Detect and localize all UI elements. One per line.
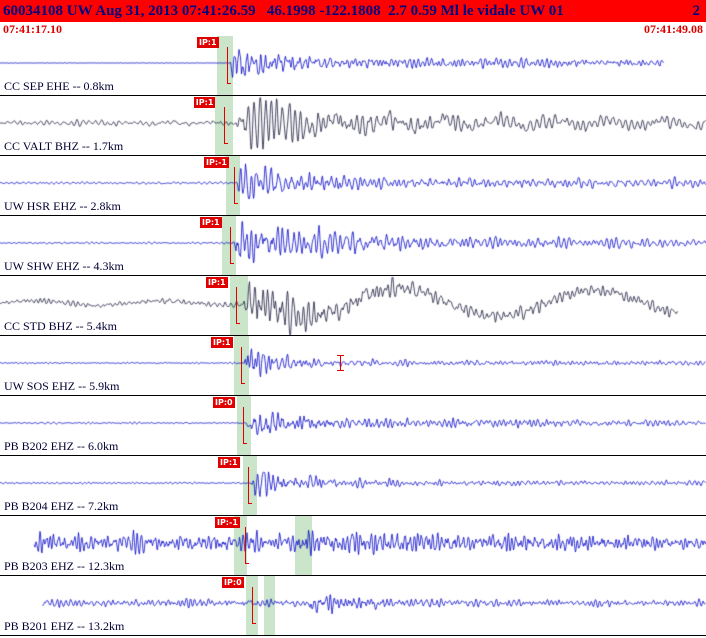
trace-section: IP:1 UW SHW EHZ -- 4.3km	[0, 216, 706, 276]
pick-label: IP:-1	[204, 157, 229, 168]
pick-label: IP:1	[206, 277, 228, 288]
trace-section: IP:0 PB B202 EHZ -- 6.0km	[0, 396, 706, 456]
p-pick-line[interactable]	[223, 107, 228, 144]
pick-label: IP:1	[218, 457, 240, 468]
window-end-time: 07:41:49.08	[644, 21, 703, 36]
trace-section: IP:0 PB B201 EHZ -- 13.2km	[0, 576, 706, 636]
waveform-canvas[interactable]	[0, 276, 706, 335]
p-pick-line[interactable]	[234, 167, 239, 204]
trace-section: IP:-1 UW HSR EHZ -- 2.8km	[0, 156, 706, 216]
event-info-text: 60034108 UW Aug 31, 2013 07:41:26.59 46.…	[3, 2, 564, 19]
station-label: UW HSR EHZ -- 2.8km	[4, 199, 121, 213]
station-label: PB B202 EHZ -- 6.0km	[4, 439, 119, 453]
event-header: 60034108 UW Aug 31, 2013 07:41:26.59 46.…	[0, 0, 706, 22]
station-label: CC SEP EHE -- 0.8km	[4, 79, 114, 93]
waveform-canvas[interactable]	[0, 216, 706, 275]
station-label: PB B204 EHZ -- 7.2km	[4, 499, 119, 513]
secondary-pick-marker[interactable]	[336, 355, 344, 371]
station-label: PB B201 EHZ -- 13.2km	[4, 619, 125, 633]
p-pick-line[interactable]	[252, 587, 257, 624]
event-extra-text: 2	[692, 2, 701, 19]
waveform-canvas[interactable]	[0, 156, 706, 215]
trace-section: IP:-1 PB B203 EHZ -- 12.3km	[0, 516, 706, 576]
waveform-canvas[interactable]	[0, 396, 706, 455]
waveform-canvas[interactable]	[0, 336, 706, 395]
pick-label: IP:-1	[214, 517, 240, 528]
pick-label: IP:1	[193, 97, 216, 108]
pick-label: IP:1	[200, 217, 222, 228]
p-pick-line[interactable]	[226, 47, 231, 84]
p-pick-line[interactable]	[236, 287, 241, 324]
station-label: CC VALT BHZ -- 1.7km	[4, 139, 124, 153]
time-bar: 07:41:17.10 07:41:49.08	[0, 22, 706, 36]
station-label: UW SOS EHZ -- 5.9km	[4, 379, 120, 393]
pick-label: IP:1	[211, 337, 233, 348]
waveform-canvas[interactable]	[0, 96, 706, 155]
waveform-canvas[interactable]	[0, 456, 706, 515]
trace-section: IP:1 CC VALT BHZ -- 1.7km	[0, 96, 706, 156]
station-label: UW SHW EHZ -- 4.3km	[4, 259, 124, 273]
pick-label: IP:0	[213, 397, 235, 408]
p-pick-line[interactable]	[243, 407, 247, 444]
waveform-canvas[interactable]	[0, 36, 706, 95]
trace-section: IP:1 UW SOS EHZ -- 5.9km	[0, 336, 706, 396]
station-label: CC STD BHZ -- 5.4km	[4, 319, 118, 333]
traces-panel: IP:1 CC SEP EHE -- 0.8km IP:1 CC VALT BHZ -…	[0, 36, 706, 636]
pick-label: IP:1	[196, 37, 219, 48]
p-pick-line[interactable]	[241, 347, 246, 384]
pick-label: IP:0	[222, 577, 244, 588]
trace-section: IP:1 CC SEP EHE -- 0.8km	[0, 36, 706, 96]
p-pick-line[interactable]	[244, 527, 249, 564]
waveform-canvas[interactable]	[0, 516, 706, 575]
p-pick-line[interactable]	[230, 227, 234, 264]
window-start-time: 07:41:17.10	[3, 21, 62, 36]
p-pick-line[interactable]	[248, 467, 253, 504]
waveform-canvas[interactable]	[0, 576, 706, 635]
trace-section: IP:1 CC STD BHZ -- 5.4km	[0, 276, 706, 336]
trace-section: IP:1 PB B204 EHZ -- 7.2km	[0, 456, 706, 516]
station-label: PB B203 EHZ -- 12.3km	[4, 559, 125, 573]
